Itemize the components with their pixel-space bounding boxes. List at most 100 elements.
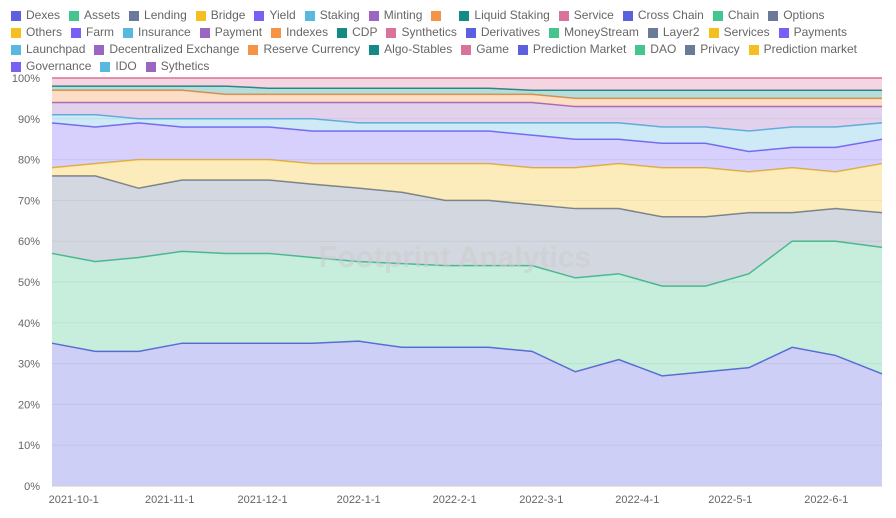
- legend: Dexes Assets Lending Bridge Yield Staking Mint…: [11, 7, 891, 75]
- legend-label: Synthetics: [401, 25, 457, 39]
- legend-item[interactable]: Minting: [368, 7, 423, 24]
- legend-item[interactable]: Liquid Staking: [459, 7, 550, 24]
- legend-swatch: [69, 10, 80, 21]
- legend-swatch: [304, 10, 315, 21]
- legend-swatch: [369, 44, 380, 55]
- legend-item[interactable]: MoneyStream: [549, 24, 639, 41]
- legend-label: Layer2: [662, 25, 700, 39]
- area-service: [52, 78, 882, 91]
- legend-swatch: [199, 27, 210, 38]
- legend-item[interactable]: Governance: [11, 58, 91, 75]
- legend-swatch: [71, 27, 82, 38]
- legend-item[interactable]: Insurance: [123, 24, 191, 41]
- x-tick-label: 2022-1-1: [337, 494, 381, 506]
- legend-item[interactable]: CDP: [337, 24, 377, 41]
- legend-swatch: [712, 10, 723, 21]
- legend-swatch: [635, 44, 646, 55]
- area-minting: [52, 102, 882, 132]
- line-series-7: [52, 89, 882, 100]
- legend-item[interactable]: Synthetics: [386, 24, 457, 41]
- legend-item[interactable]: Decentralized Exchange: [94, 41, 239, 58]
- legend-label: Sythetics: [160, 59, 210, 73]
- legend-label: Service: [573, 8, 614, 22]
- legend-item[interactable]: Layer2: [647, 24, 700, 41]
- y-tick-label: 50%: [18, 277, 40, 289]
- y-tick-label: 20%: [18, 399, 40, 411]
- legend-label: Launchpad: [26, 42, 86, 56]
- y-tick-label: 70%: [18, 195, 40, 207]
- legend-item[interactable]: Payments: [778, 24, 847, 41]
- legend-swatch: [195, 10, 206, 21]
- legend-item[interactable]: Bridge: [195, 7, 245, 24]
- legend-swatch: [271, 27, 282, 38]
- legend-label: Dexes: [26, 8, 61, 22]
- legend-item[interactable]: Dexes: [11, 7, 60, 24]
- line-liquid-staking: [52, 85, 882, 91]
- legend-swatch: [549, 27, 560, 38]
- legend-item[interactable]: Privacy: [685, 41, 740, 58]
- area-liquid-staking: [52, 86, 882, 99]
- legend-swatch: [11, 61, 21, 72]
- legend-label: Derivatives: [480, 25, 541, 39]
- legend-swatch: [11, 44, 21, 55]
- legend-item[interactable]: Lending: [129, 7, 187, 24]
- legend-swatch: [708, 27, 719, 38]
- x-tick-label: 2021-11-1: [145, 494, 194, 506]
- legend-label: Services: [723, 25, 770, 39]
- legend-item[interactable]: Assets: [69, 7, 120, 24]
- legend-item[interactable]: Launchpad: [11, 41, 85, 58]
- legend-label: Yield: [269, 8, 296, 22]
- legend-label: Liquid Staking: [474, 8, 550, 22]
- legend-label: Game: [476, 42, 509, 56]
- legend-item[interactable]: Sythetics: [145, 58, 210, 75]
- legend-label: Privacy: [700, 42, 740, 56]
- legend-label: Others: [26, 25, 63, 39]
- legend-label: Minting: [383, 8, 423, 22]
- legend-swatch: [11, 27, 21, 38]
- legend-item[interactable]: Service: [558, 7, 614, 24]
- legend-swatch: [647, 27, 658, 38]
- legend-item[interactable]: [431, 7, 450, 24]
- legend-label: Payment: [214, 25, 263, 39]
- legend-item[interactable]: DAO: [635, 41, 676, 58]
- legend-item[interactable]: Payment: [199, 24, 263, 41]
- legend-label: IDO: [115, 59, 137, 73]
- legend-label: DAO: [650, 42, 677, 56]
- legend-swatch: [254, 10, 265, 21]
- legend-swatch: [100, 61, 111, 72]
- area-bridge: [52, 159, 882, 217]
- legend-item[interactable]: Options: [768, 7, 825, 24]
- legend-item[interactable]: Chain: [712, 7, 759, 24]
- area-assets: [52, 241, 882, 376]
- legend-item[interactable]: IDO: [100, 58, 137, 75]
- legend-label: Indexes: [286, 25, 329, 39]
- legend-swatch: [94, 44, 105, 55]
- line-minting: [52, 101, 882, 108]
- legend-item[interactable]: Services: [708, 24, 770, 41]
- legend-item[interactable]: Indexes: [271, 24, 328, 41]
- legend-item[interactable]: Cross Chain: [622, 7, 704, 24]
- x-tick-label: 2022-4-1: [615, 494, 659, 506]
- legend-swatch: [459, 10, 470, 21]
- legend-item[interactable]: Prediction market: [748, 41, 857, 58]
- legend-item[interactable]: Staking: [304, 7, 360, 24]
- legend-label: Farm: [86, 25, 115, 39]
- legend-item[interactable]: Derivatives: [465, 24, 541, 41]
- legend-label: Payments: [793, 25, 847, 39]
- legend-label: Assets: [84, 8, 121, 22]
- legend-item[interactable]: Game: [461, 41, 509, 58]
- legend-swatch: [558, 10, 569, 21]
- legend-item[interactable]: Algo-Stables: [369, 41, 452, 58]
- line-yield: [51, 122, 883, 153]
- y-tick-label: 10%: [18, 440, 40, 452]
- y-tick-label: 40%: [18, 318, 40, 330]
- legend-item[interactable]: Farm: [71, 24, 114, 41]
- legend-item[interactable]: Prediction Market: [517, 41, 626, 58]
- legend-swatch: [129, 10, 140, 21]
- legend-item[interactable]: Reserve Currency: [248, 41, 360, 58]
- legend-label: Lending: [144, 8, 187, 22]
- area-dexes: [52, 341, 882, 486]
- legend-label: Governance: [26, 59, 92, 73]
- legend-item[interactable]: Others: [11, 24, 62, 41]
- legend-item[interactable]: Yield: [254, 7, 296, 24]
